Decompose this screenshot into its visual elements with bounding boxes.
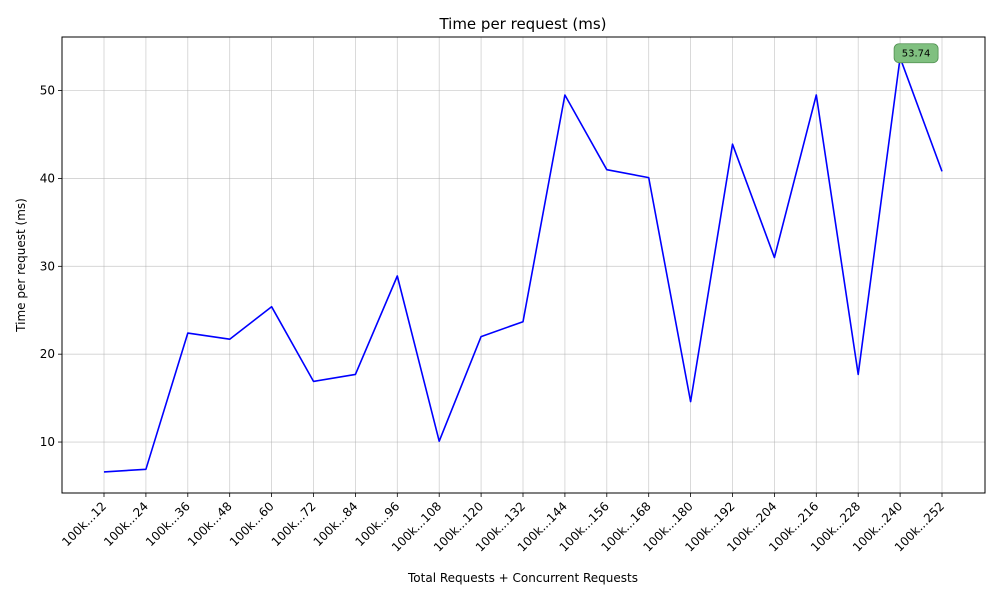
y-tick-label: 10 <box>40 435 55 449</box>
y-axis-title: Time per request (ms) <box>14 198 28 333</box>
plot-frame <box>61 36 986 494</box>
y-tick-label: 40 <box>40 171 55 185</box>
y-tick-label: 30 <box>40 259 55 273</box>
y-tick-label: 50 <box>40 84 55 98</box>
series-layer <box>103 56 943 473</box>
max-value-label: 53.74 <box>902 49 931 60</box>
y-tick-label: 20 <box>40 347 55 361</box>
grid-lines <box>62 37 985 493</box>
x-axis-title: Total Requests + Concurrent Requests <box>407 571 638 585</box>
chart-title: Time per request (ms) <box>438 15 606 33</box>
max-label-box <box>893 43 939 64</box>
max-annotation: 53.74 <box>893 43 939 64</box>
series-line <box>103 56 943 473</box>
